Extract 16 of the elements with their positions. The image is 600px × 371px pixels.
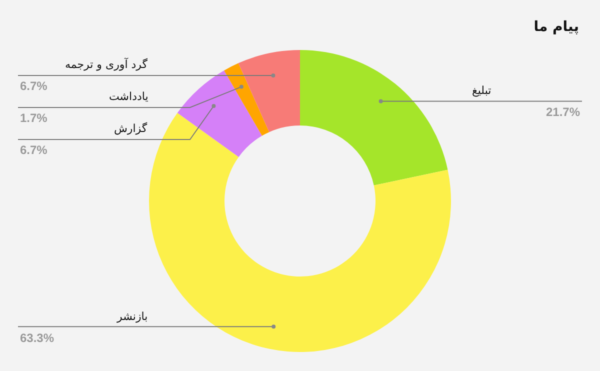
slice-label: تبلیغ [472,84,492,97]
data-label: 6.7% [20,143,48,157]
slice-label: یادداشت [109,90,148,103]
data-label: 6.7% [20,79,48,93]
donut-slice [300,50,448,186]
donut-slice [238,50,300,132]
data-label: 21.7% [546,105,580,119]
donut-slice [224,63,270,136]
data-label: 63.3% [20,331,54,345]
slice-label: بازنشر [116,310,148,323]
chart-title: پیام ما [534,18,579,35]
donut-slice [149,112,451,352]
data-label: 1.7% [20,111,48,125]
donut-slice [177,70,262,157]
slice-label: گرد آوری و ترجمه [65,57,148,71]
slice-label: گزارش [114,122,148,135]
